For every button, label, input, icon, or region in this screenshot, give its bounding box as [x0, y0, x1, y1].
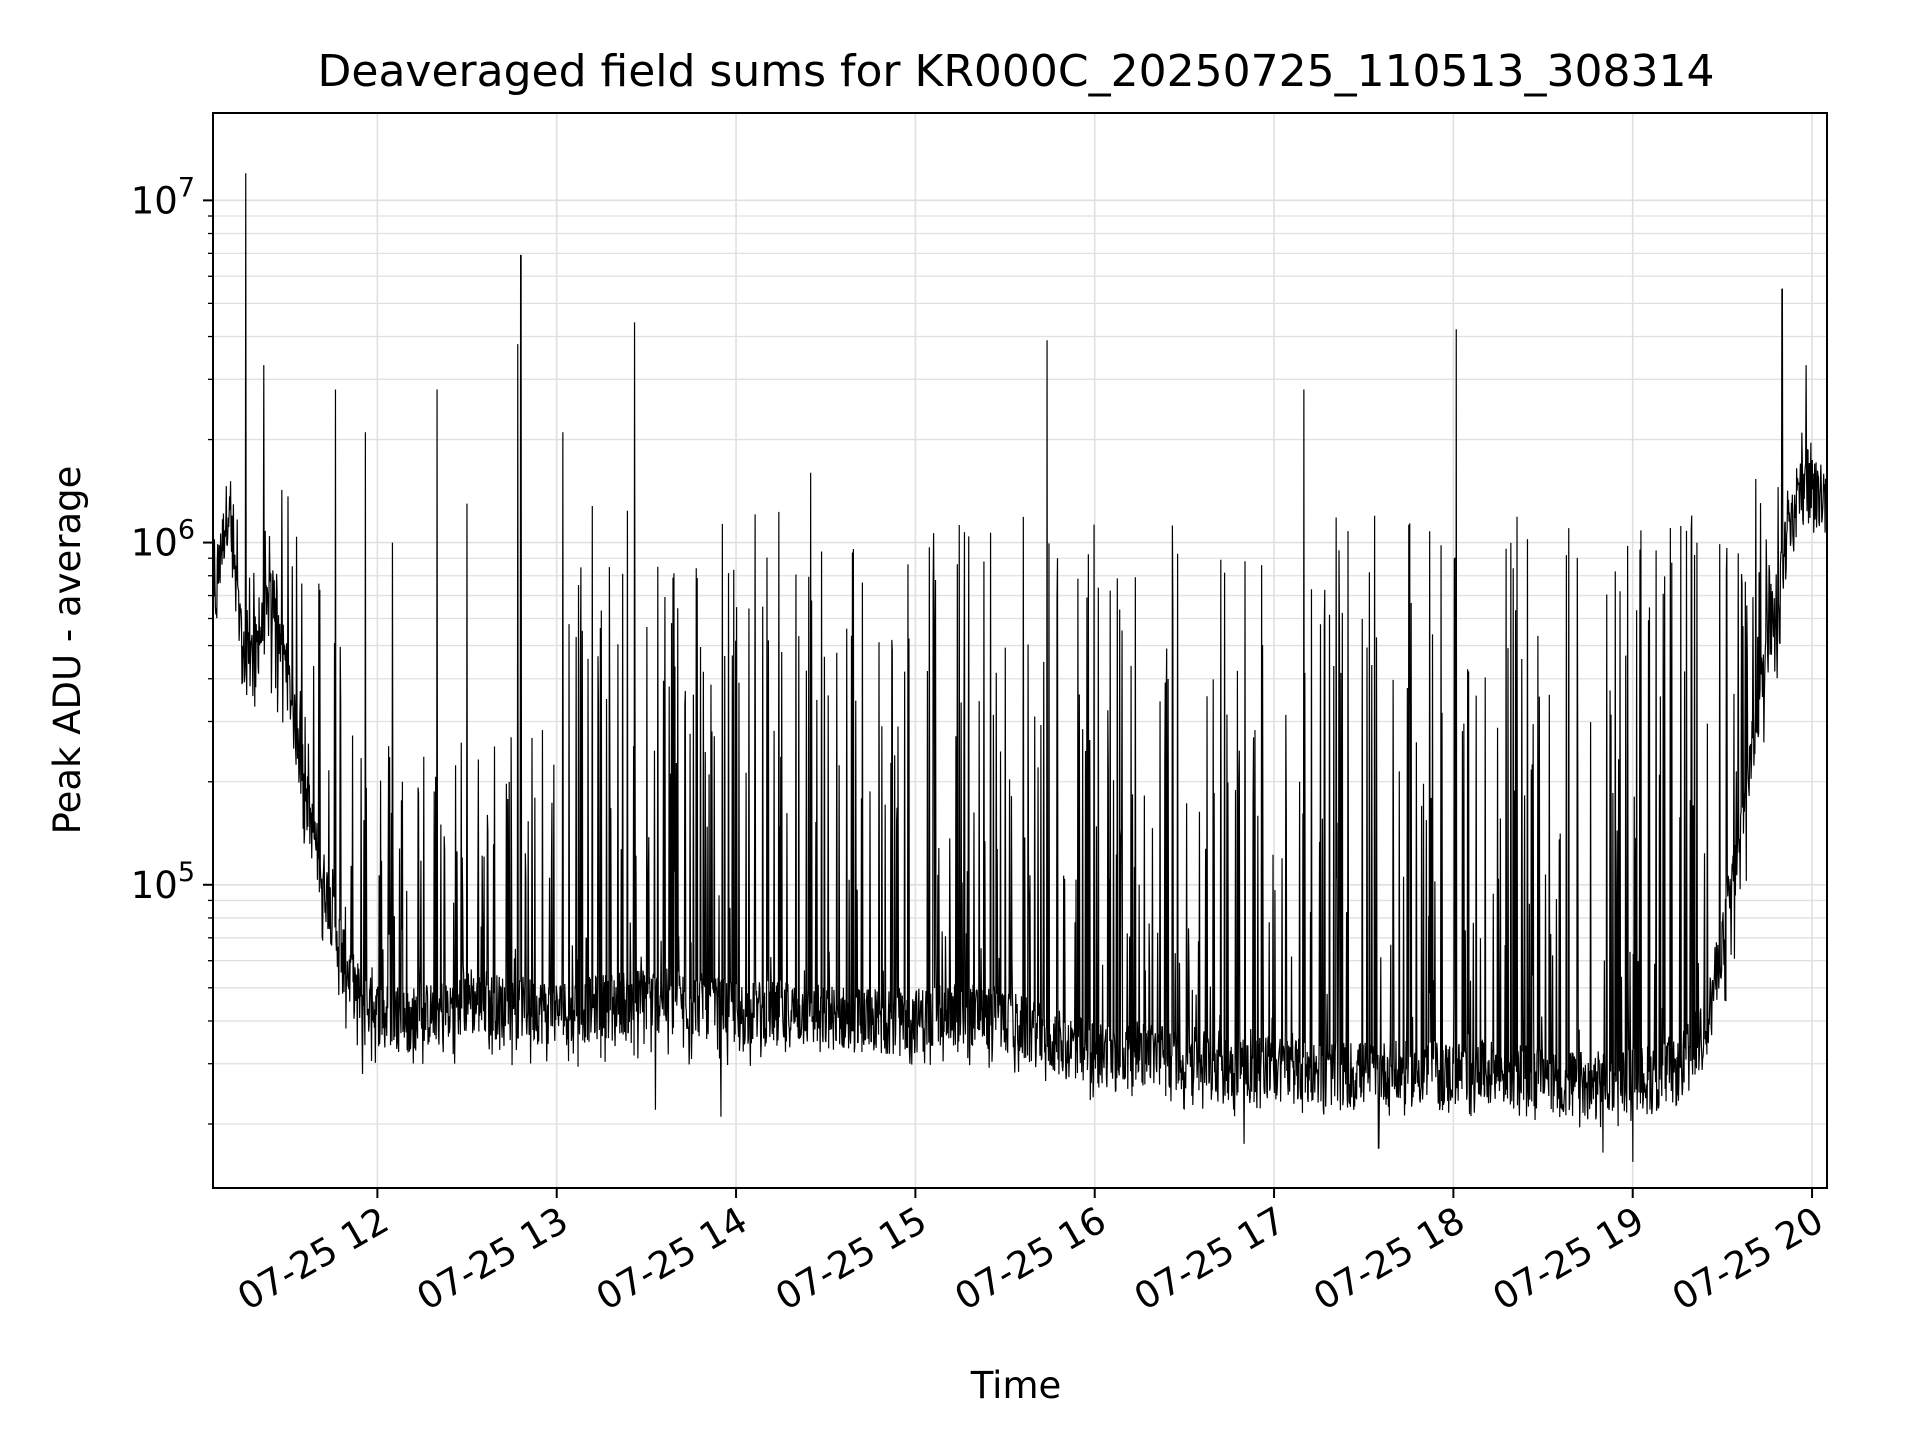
- y-tick-label: 107: [131, 172, 195, 222]
- series-line: [212, 173, 1828, 1162]
- y-tick-label: 105: [131, 857, 195, 907]
- series-polyline: [212, 173, 1828, 1162]
- plot-frame: [212, 112, 1828, 1189]
- x-axis-label: Time: [970, 1364, 1062, 1407]
- y-axis-label: Peak ADU - average: [46, 466, 89, 835]
- y-axis: 105 106 107: [131, 172, 213, 1125]
- chart-title: Deaveraged field sums for KR000C_2025072…: [318, 46, 1715, 97]
- y-tick-label: 106: [131, 515, 195, 565]
